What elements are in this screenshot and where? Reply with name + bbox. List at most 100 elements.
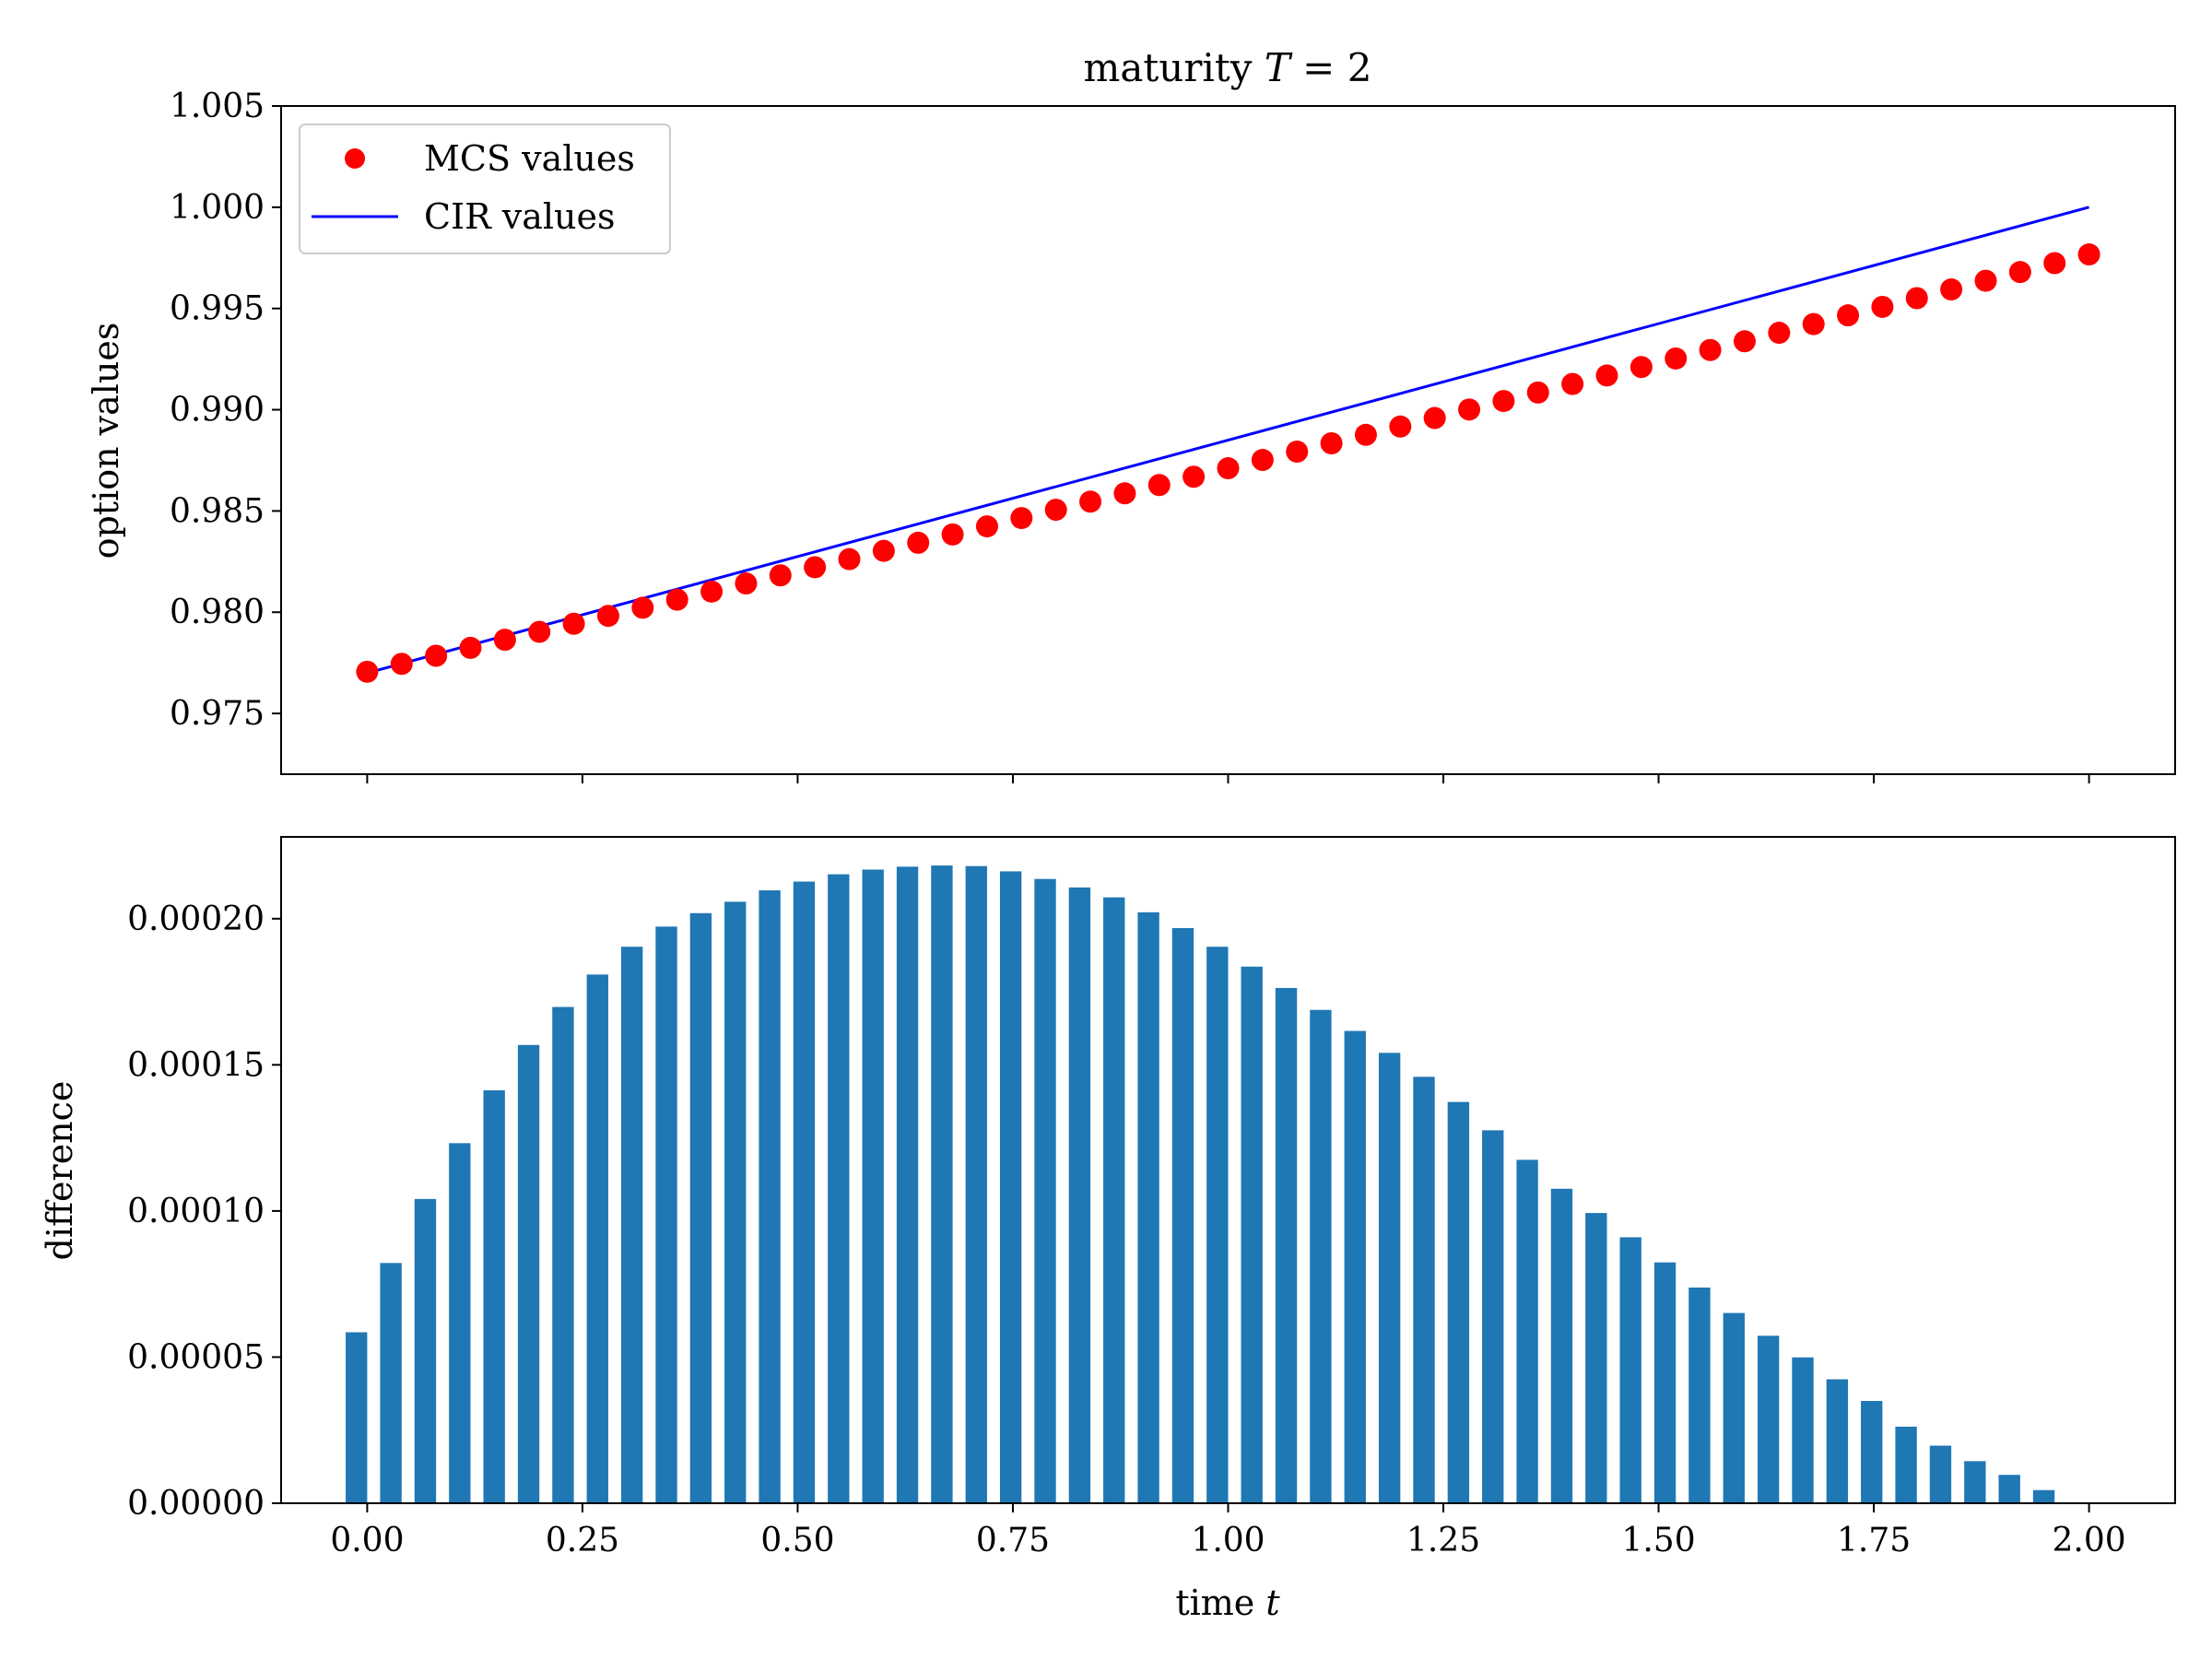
x-tick-label: 0.50 — [760, 1522, 834, 1559]
bottom-x-axis: 0.00 0.25 0.50 0.75 1.00 1.25 1.50 1.75 2.00 — [330, 1503, 2126, 1559]
mcs-point — [1802, 312, 1825, 335]
top-panel: 0.975 0.980 0.985 0.990 0.995 1.000 1.005 matu… — [86, 45, 2176, 783]
mcs-point — [1595, 364, 1618, 387]
mcs-point — [1871, 295, 1894, 318]
difference-bar — [1068, 887, 1091, 1503]
difference-bar — [1447, 1101, 1470, 1503]
mcs-point — [735, 572, 758, 595]
mcs-point — [1526, 381, 1549, 404]
mcs-point — [1079, 490, 1102, 513]
mcs-point — [493, 629, 516, 652]
bottom-panel: 0.00000 0.00005 0.00010 0.00015 0.00020 0.00… — [40, 836, 2176, 1623]
mcs-point — [1837, 304, 1860, 327]
y-tick-label: 0.00015 — [127, 1046, 265, 1084]
difference-bar — [1585, 1213, 1607, 1503]
difference-bar — [1964, 1461, 1986, 1503]
difference-bar — [1137, 912, 1159, 1503]
x-tick-label: 2.00 — [2053, 1522, 2126, 1559]
mcs-point — [907, 531, 930, 554]
y-tick-label: 0.985 — [170, 492, 265, 530]
legend: MCS values CIR values — [299, 124, 671, 254]
x-tick-label: 0.00 — [330, 1522, 404, 1559]
x-tick-label: 0.25 — [546, 1522, 619, 1559]
y-tick-label: 0.990 — [170, 392, 265, 429]
mcs-point — [2008, 261, 2031, 284]
mcs-point — [1665, 347, 1688, 370]
difference-bar — [965, 865, 987, 1503]
top-y-axis: 0.975 0.980 0.985 0.990 0.995 1.000 1.005 — [170, 88, 281, 733]
difference-bar — [1344, 1030, 1366, 1503]
difference-bar — [414, 1198, 437, 1503]
difference-bar — [517, 1044, 540, 1503]
difference-bar — [1171, 927, 1194, 1503]
difference-bar — [828, 874, 850, 1503]
title-math-symbol: T — [1265, 45, 1293, 90]
xlabel-prefix: time — [1175, 1583, 1265, 1623]
mcs-point — [1699, 338, 1722, 361]
mcs-point — [1733, 330, 1756, 353]
difference-bar — [2032, 1489, 2055, 1503]
difference-bar — [1550, 1188, 1573, 1503]
bottom-ylabel: difference — [40, 1081, 80, 1261]
bottom-xlabel: time t — [1175, 1583, 1280, 1623]
difference-bar — [1723, 1312, 1745, 1503]
x-tick-label: 0.75 — [976, 1522, 1050, 1559]
mcs-point — [1458, 398, 1481, 421]
difference-bar — [552, 1006, 574, 1503]
difference-bar — [793, 881, 816, 1503]
difference-bar — [1826, 1379, 1849, 1503]
difference-bar — [1034, 878, 1056, 1503]
mcs-point — [1286, 441, 1309, 464]
mcs-point — [1630, 356, 1653, 379]
difference-bar — [1895, 1426, 1917, 1503]
mcs-point — [1113, 482, 1136, 505]
mcs-point — [1940, 278, 1963, 301]
mcs-point — [631, 596, 654, 619]
y-tick-label: 0.00020 — [127, 900, 265, 938]
difference-bar — [999, 871, 1022, 1503]
difference-bar — [1653, 1262, 1677, 1503]
mcs-point — [1423, 406, 1446, 429]
difference-bar — [931, 865, 953, 1503]
title-suffix: = 2 — [1290, 45, 1372, 90]
mcs-point — [1389, 415, 1412, 438]
difference-bar — [1206, 947, 1229, 1503]
mcs-point — [356, 660, 379, 683]
top-ylabel: option values — [86, 323, 126, 559]
mcs-point — [562, 612, 585, 635]
difference-bar — [862, 869, 884, 1503]
difference-bar — [1929, 1445, 1952, 1503]
mcs-point — [769, 564, 792, 587]
mcs-point — [1182, 465, 1206, 488]
top-title: maturity T = 2 — [1084, 45, 1372, 90]
mcs-point — [1354, 423, 1377, 446]
legend-label-cir: CIR values — [424, 196, 616, 237]
difference-bar — [896, 866, 919, 1503]
x-tick-label: 1.00 — [1191, 1522, 1265, 1559]
difference-bar — [620, 947, 643, 1503]
difference-bar — [1482, 1130, 1504, 1503]
difference-bar — [346, 1332, 368, 1503]
mcs-point — [459, 636, 482, 659]
y-tick-label: 0.00010 — [127, 1193, 265, 1230]
difference-bar — [1757, 1335, 1780, 1503]
difference-bar — [586, 974, 608, 1503]
mcs-point — [1217, 457, 1240, 480]
cir-values-line — [367, 206, 2089, 675]
title-prefix: maturity — [1084, 45, 1265, 90]
top-x-axis — [366, 774, 2090, 783]
mcs-point — [872, 539, 895, 562]
mcs-point — [390, 653, 413, 676]
mcs-point — [1492, 390, 1515, 413]
x-tick-label: 1.25 — [1406, 1522, 1480, 1559]
difference-bar — [689, 912, 712, 1503]
mcs-point — [1320, 432, 1343, 455]
mcs-point — [1768, 322, 1791, 345]
mcs-point — [2043, 252, 2066, 275]
x-tick-label: 1.50 — [1621, 1522, 1695, 1559]
difference-bar — [449, 1143, 471, 1503]
mcs-point — [941, 523, 964, 546]
mcs-point — [975, 515, 998, 538]
mcs-point — [1044, 499, 1067, 522]
